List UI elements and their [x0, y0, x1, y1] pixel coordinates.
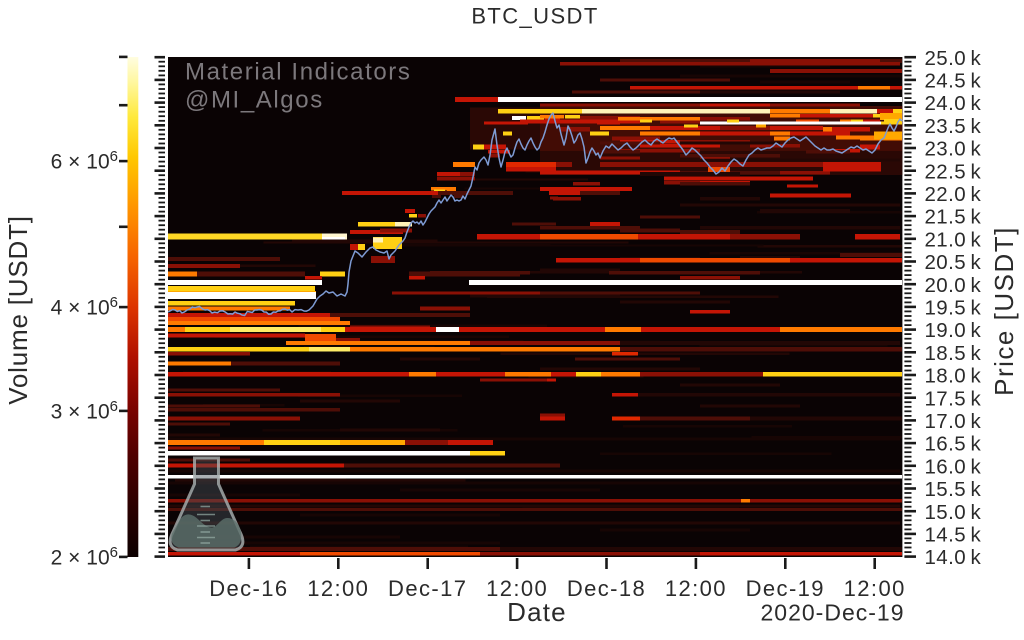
svg-text:19.5 k: 19.5 k — [925, 297, 982, 320]
svg-text:Dec-18: Dec-18 — [567, 576, 646, 601]
svg-text:16.5 k: 16.5 k — [925, 433, 982, 456]
svg-text:12:00: 12:00 — [665, 576, 727, 601]
svg-text:Volume [USDT]: Volume [USDT] — [3, 215, 33, 405]
svg-text:2020-Dec-19: 2020-Dec-19 — [761, 600, 905, 626]
svg-text:20.0 k: 20.0 k — [925, 274, 982, 297]
svg-text:17.5 k: 17.5 k — [925, 387, 982, 410]
svg-text:BTC_USDT: BTC_USDT — [471, 4, 598, 29]
svg-text:23.5 k: 23.5 k — [925, 115, 982, 138]
svg-text:Material Indicators: Material Indicators — [185, 59, 411, 86]
svg-text:6 × 106: 6 × 106 — [51, 148, 118, 174]
svg-text:17.0 k: 17.0 k — [925, 410, 982, 433]
svg-text:3 × 106: 3 × 106 — [51, 398, 118, 424]
svg-text:12:00: 12:00 — [307, 576, 369, 601]
svg-text:19.0 k: 19.0 k — [925, 319, 982, 342]
svg-text:12:00: 12:00 — [844, 576, 906, 601]
svg-text:15.0 k: 15.0 k — [925, 501, 982, 524]
svg-text:14.0 k: 14.0 k — [925, 546, 982, 569]
svg-text:15.5 k: 15.5 k — [925, 478, 982, 501]
svg-text:@MI_Algos: @MI_Algos — [185, 87, 324, 114]
svg-text:2 × 106: 2 × 106 — [51, 544, 118, 570]
svg-text:18.5 k: 18.5 k — [925, 342, 982, 365]
svg-text:Dec-19: Dec-19 — [746, 576, 825, 601]
svg-text:16.0 k: 16.0 k — [925, 455, 982, 478]
svg-text:Price [USDT]: Price [USDT] — [989, 226, 1019, 396]
svg-text:22.0 k: 22.0 k — [925, 183, 982, 206]
svg-text:24.5 k: 24.5 k — [925, 70, 982, 93]
svg-text:14.5 k: 14.5 k — [925, 524, 982, 547]
svg-text:23.0 k: 23.0 k — [925, 138, 982, 161]
svg-text:18.0 k: 18.0 k — [925, 365, 982, 388]
svg-text:21.0 k: 21.0 k — [925, 228, 982, 251]
svg-text:22.5 k: 22.5 k — [925, 160, 982, 183]
svg-text:Date: Date — [507, 597, 567, 627]
svg-text:Dec-16: Dec-16 — [209, 576, 288, 601]
svg-text:24.0 k: 24.0 k — [925, 92, 982, 115]
svg-text:21.5 k: 21.5 k — [925, 206, 982, 229]
svg-text:20.5 k: 20.5 k — [925, 251, 982, 274]
svg-text:4 × 106: 4 × 106 — [51, 294, 118, 320]
svg-text:25.0 k: 25.0 k — [925, 47, 982, 70]
svg-text:Dec-17: Dec-17 — [388, 576, 467, 601]
svg-text:12:00: 12:00 — [486, 576, 548, 601]
